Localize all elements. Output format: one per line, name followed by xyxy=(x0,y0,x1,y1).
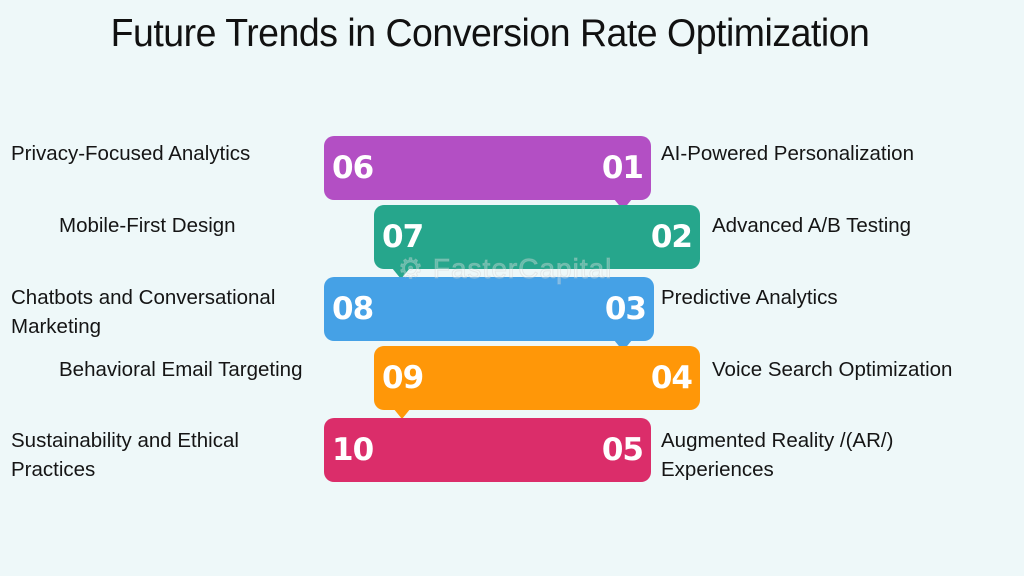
trend-number-09: 09 xyxy=(382,360,424,396)
pointer-arrow-blue xyxy=(614,340,632,351)
trend-label-02: Advanced A/B Testing xyxy=(712,214,912,237)
trend-bar-teal: 07 02 xyxy=(374,205,700,269)
trend-number-04: 04 xyxy=(650,360,693,396)
trend-number-07: 07 xyxy=(382,219,424,255)
pointer-arrow-teal xyxy=(392,268,410,279)
trend-number-10: 10 xyxy=(332,432,374,468)
page-title: Future Trends in Conversion Rate Optimiz… xyxy=(110,12,870,55)
trend-bar-pink: 10 05 xyxy=(324,418,651,482)
trend-number-08: 08 xyxy=(332,291,374,327)
trend-label-01: AI-Powered Personalization xyxy=(661,142,914,165)
trend-label-07: Mobile-First Design xyxy=(59,214,236,237)
trend-number-02: 02 xyxy=(650,219,693,255)
trend-label-05: Augmented Reality /(AR/) Experiences xyxy=(661,429,894,481)
trend-number-01: 01 xyxy=(601,150,644,186)
trend-label-09: Behavioral Email Targeting xyxy=(59,358,303,381)
trend-bar-orange: 09 04 xyxy=(374,346,700,410)
trend-number-05: 05 xyxy=(601,432,644,468)
trend-number-03: 03 xyxy=(604,291,647,327)
trend-label-06: Privacy-Focused Analytics xyxy=(11,142,251,165)
trend-label-03: Predictive Analytics xyxy=(661,286,838,309)
pointer-arrow-orange xyxy=(393,408,411,419)
trend-bar-purple: 06 01 xyxy=(324,136,651,200)
pointer-arrow-purple xyxy=(614,199,632,210)
trend-label-04: Voice Search Optimization xyxy=(712,358,953,381)
trend-number-06: 06 xyxy=(332,150,374,186)
trend-label-10: Sustainability and Ethical Practices xyxy=(11,429,239,481)
trend-bar-blue: 08 03 xyxy=(324,277,654,341)
trend-label-08: Chatbots and Conversational Marketing xyxy=(11,286,276,338)
